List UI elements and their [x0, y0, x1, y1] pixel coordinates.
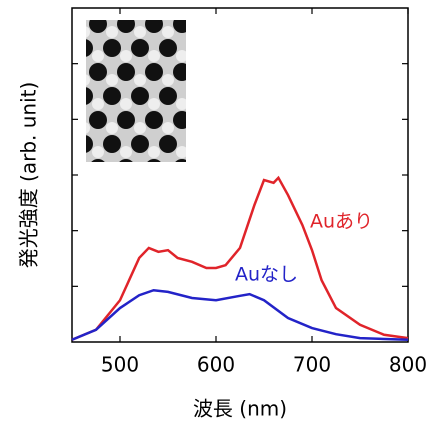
- series-label: Auあり: [310, 211, 373, 233]
- x-tick-label: 700: [293, 353, 331, 377]
- x-tick-label: 800: [389, 353, 427, 377]
- chart: 波長 (nm) 発光強度 (arb. unit) 500 600 700 800 Auあ…: [0, 0, 448, 430]
- y-axis-label: 発光強度 (arb. unit): [17, 82, 41, 269]
- series-line: [72, 178, 408, 340]
- series-label: Auなし: [235, 264, 298, 286]
- x-tick-label: 500: [101, 353, 139, 377]
- x-tick-label: 600: [197, 353, 235, 377]
- inset-image: [86, 20, 186, 162]
- x-axis-label: 波長 (nm): [193, 397, 287, 421]
- page: {"chart_data": {"type": "line", "x_label…: [0, 0, 448, 430]
